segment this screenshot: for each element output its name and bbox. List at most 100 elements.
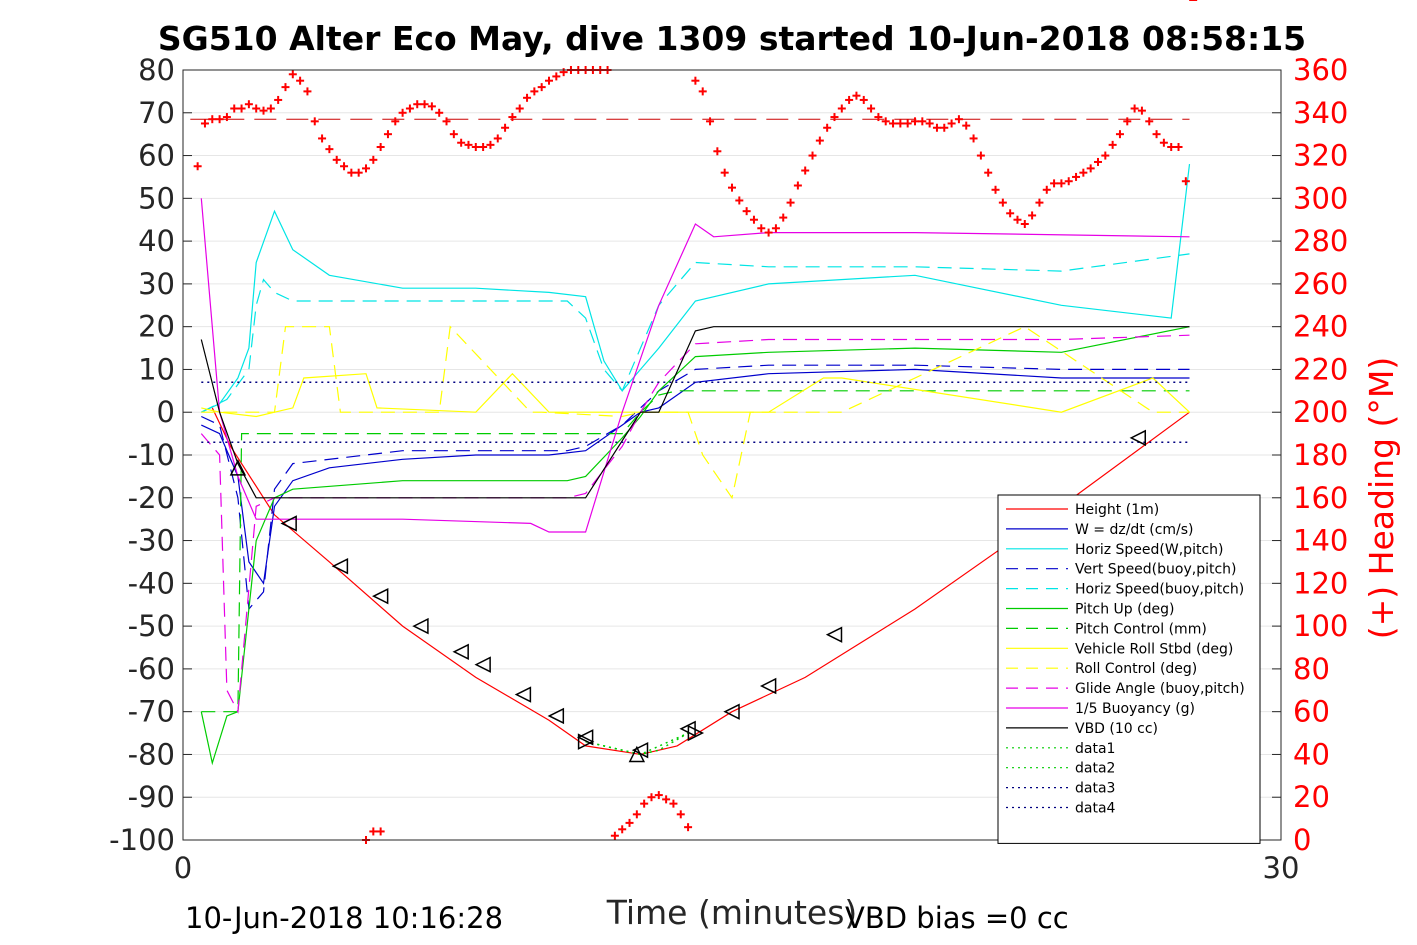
heading-point: [1050, 179, 1059, 188]
heading-point: [193, 162, 202, 171]
heading-point: [457, 138, 466, 147]
heading-point: [757, 224, 766, 233]
heading-point: [1042, 185, 1051, 194]
heading-point: [420, 100, 429, 109]
depth-marker: [1129, 429, 1147, 447]
heading-point: [318, 134, 327, 143]
legend-label: 1/5 Buoyancy (g): [1075, 701, 1195, 717]
legend-label: Glide Angle (buoy,pitch): [1075, 681, 1245, 697]
heading-point: [479, 143, 488, 151]
series-line-13: [585, 732, 689, 756]
legend-label: data2: [1075, 761, 1115, 777]
x-axis: 0 30: [174, 831, 1300, 885]
heading-point: [874, 113, 883, 122]
legend-label: Roll Control (deg): [1075, 661, 1197, 677]
left-tick-label: 20: [138, 310, 175, 344]
heading-point: [398, 108, 407, 117]
heading-point: [793, 181, 802, 190]
heading-point: [720, 168, 729, 177]
left-tick-label: 10: [138, 352, 175, 386]
marker-layer: [229, 429, 1147, 763]
heading-point: [837, 104, 846, 113]
heading-point: [230, 104, 239, 113]
heading-point: [610, 831, 619, 840]
heading-point: [383, 130, 392, 139]
depth-marker: [514, 686, 532, 703]
footer-vbd-bias: VBD bias =0 cc: [845, 901, 1069, 935]
heading-point: [947, 119, 956, 128]
heading-point: [369, 827, 378, 836]
heading-point: [728, 183, 736, 192]
heading-point: [925, 119, 934, 128]
left-tick-label: -90: [128, 780, 175, 814]
heading-point: [303, 87, 312, 96]
heading-point: [332, 155, 341, 164]
heading-point: [1079, 168, 1088, 177]
legend-label: Vehicle Roll Stbd (deg): [1075, 641, 1233, 657]
left-tick-label: 70: [138, 96, 175, 130]
left-axis: 80 70 60 50 40 30 20 10 0 -10 -20 -30 -40 -50 -60 -70 -8…: [109, 53, 192, 857]
depth-marker: [759, 677, 777, 695]
heading-point: [742, 207, 751, 216]
right-tick-label: 200: [1293, 395, 1348, 429]
heading-point: [998, 198, 1007, 207]
left-tick-label: -100: [109, 823, 175, 857]
series-line-5: [200, 326, 1190, 766]
heading-point: [501, 123, 510, 132]
heading-point: [647, 793, 656, 802]
heading-point: [698, 87, 707, 96]
depth-marker: [229, 459, 247, 476]
legend-label: Horiz Speed(buoy,pitch): [1075, 582, 1244, 598]
heading-point: [200, 119, 209, 128]
left-tick-label: 30: [138, 267, 175, 301]
right-tick-label: 300: [1293, 181, 1348, 215]
heading-point: [1108, 140, 1117, 149]
heading-point: [296, 76, 305, 85]
depth-marker: [577, 733, 595, 750]
heading-point: [859, 95, 868, 104]
heading-point: [545, 76, 553, 85]
left-tick-label: 40: [138, 224, 175, 258]
heading-point: [691, 76, 700, 85]
heading-point: [735, 196, 744, 205]
heading-point: [310, 117, 319, 126]
depth-marker: [452, 643, 469, 660]
heading-point: [266, 104, 275, 113]
heading-point: [962, 121, 971, 130]
series-line-9: [200, 334, 1190, 714]
series-line-1: [201, 368, 1190, 585]
heading-point: [215, 115, 224, 124]
right-tick-label: 320: [1293, 139, 1348, 173]
heading-point: [222, 113, 231, 122]
heading-point: [640, 799, 649, 808]
heading-point: [881, 117, 890, 126]
heading-point: [288, 70, 297, 79]
heading-point: [618, 825, 627, 834]
right-tick-label: 360: [1293, 53, 1348, 87]
left-tick-label: 0: [157, 395, 175, 429]
series-line-11: [200, 326, 1190, 499]
heading-point: [259, 106, 268, 115]
heading-point: [845, 95, 854, 104]
heading-point: [376, 827, 385, 836]
x-tick-label: 30: [1263, 851, 1300, 885]
heading-point: [1035, 198, 1044, 207]
heading-point: [340, 162, 349, 171]
legend-label: W = dz/dt (cm/s): [1075, 522, 1194, 538]
heading-point: [1137, 106, 1146, 115]
series-line-3: [201, 364, 1190, 611]
heading-point: [801, 166, 810, 175]
heading-point: [911, 117, 919, 126]
heading-point: [889, 119, 898, 128]
heading-point: [405, 104, 414, 113]
heading-point: [984, 168, 993, 177]
heading-point: [991, 185, 1000, 194]
heading-point: [1130, 104, 1139, 113]
x-tick-label: 0: [174, 851, 192, 885]
heading-point: [1086, 164, 1095, 173]
legend-label: data3: [1075, 781, 1115, 797]
heading-point: [706, 117, 715, 126]
heading-point: [932, 123, 941, 132]
heading-point: [1101, 151, 1110, 160]
